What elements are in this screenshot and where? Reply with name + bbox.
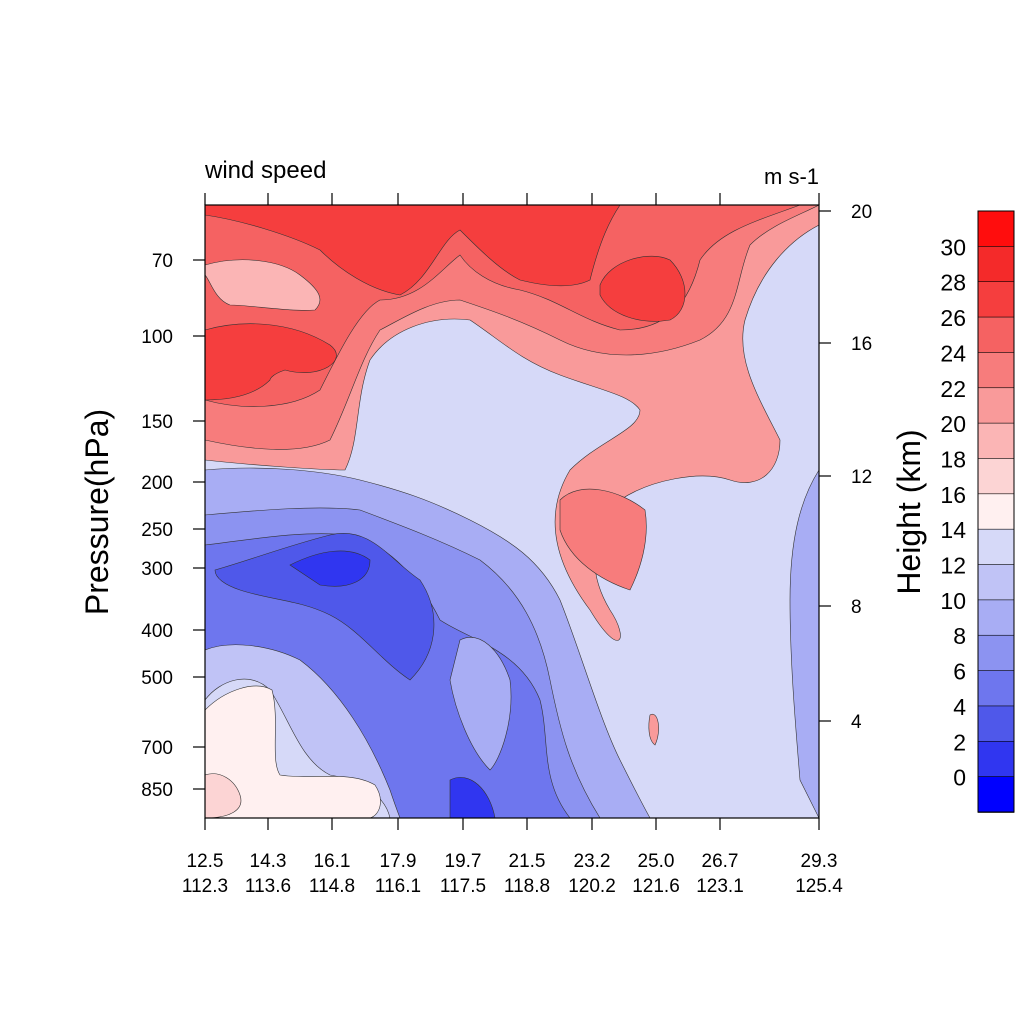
colorbar-swatch [977,387,1015,424]
colorbar-swatch [977,493,1015,530]
x-tick-label-lon: 120.2 [568,876,616,897]
x-tick-label-lon: 125.4 [795,876,843,897]
x-tick-label-lat: 17.9 [380,851,417,872]
y-tick-label-pressure: 700 [141,738,173,759]
colorbar-label: 24 [940,340,966,366]
colorbar-frame [977,210,1015,813]
colorbar-label: 16 [940,482,966,508]
x-tick-label-lat: 19.7 [445,851,482,872]
colorbar-label: 22 [940,376,966,402]
y-tick-label-pressure: 200 [141,473,173,494]
colorbar-label: 26 [940,305,966,331]
y-tick-label-height: 4 [851,712,862,733]
x-tick-label-lat: 16.1 [314,851,351,872]
x-tick-label-lon: 123.1 [696,876,744,897]
x-tick-label-lat: 26.7 [702,851,739,872]
x-tick-label-lon: 113.6 [245,876,291,897]
x-tick-label-lon: 118.8 [504,876,550,897]
colorbar-swatch [977,705,1015,743]
x-tick-label-lat: 14.3 [250,851,287,872]
colorbar-swatch [977,740,1015,778]
x-tick-label-lon: 121.6 [632,876,680,897]
x-tick-label-lat: 23.2 [574,851,611,872]
plot-frame [204,204,820,819]
colorbar-label: 10 [940,588,966,614]
y-tick-label-height: 20 [851,202,872,223]
colorbar-swatch [977,599,1015,637]
y-tick-label-pressure: 150 [141,412,173,433]
colorbar-label: 14 [940,517,966,543]
colorbar-label: 28 [940,270,966,296]
y-tick-label-pressure: 500 [141,668,173,689]
colorbar-swatch [977,422,1015,460]
colorbar-swatch [977,458,1015,495]
y-tick-label-pressure: 70 [152,251,173,272]
y-tick-label-pressure: 400 [141,621,173,642]
x-tick-label-lon: 112.3 [182,876,228,897]
colorbar-label: 0 [953,765,966,791]
colorbar-swatch [977,670,1015,707]
y-tick-label-height: 16 [851,334,872,355]
colorbar-swatch [977,634,1015,672]
x-tick-label-lat: 21.5 [509,851,546,872]
chart-title-left: wind speed [204,157,326,184]
colorbar-label: 8 [953,623,966,649]
y-tick-label-pressure: 250 [141,520,173,541]
y-tick-label-pressure: 100 [141,327,173,348]
colorbar-swatch [977,281,1015,318]
x-tick-label-lat: 12.5 [187,851,224,872]
colorbar-label: 2 [953,729,966,755]
colorbar-label: 6 [953,659,966,685]
colorbar-label: 12 [940,553,966,579]
x-tick-label-lat: 29.3 [801,851,838,872]
colorbar-swatch [977,564,1015,601]
y-tick-label-height: 8 [851,597,862,618]
y-tick-label-pressure: 850 [141,780,173,801]
colorbar-swatch [977,316,1015,354]
contour-field [205,205,819,818]
x-tick-label-lon: 114.8 [309,876,355,897]
y-tick-label-height: 12 [851,467,872,488]
colorbar-swatch [977,246,1015,283]
axis-ticks: 12.5 112.3 14.3 113.6 16.1 114.8 17.9 116.1 19.7… [141,193,872,897]
colorbar-swatch [977,352,1015,389]
x-tick-label-lat: 25.0 [638,851,675,872]
colorbar-swatch [977,528,1015,566]
y-tick-label-pressure: 300 [141,559,173,580]
y-axis-label-right: Height (km) [891,429,927,594]
colorbar-label: 20 [940,411,966,437]
colorbar-swatch [977,776,1015,813]
colorbar-label: 4 [953,694,966,720]
x-tick-label-lon: 117.5 [440,876,486,897]
y-axis-label-left: Pressure(hPa) [79,409,115,615]
colorbar-swatch [977,210,1015,248]
x-tick-label-lon: 116.1 [375,876,421,897]
chart-title-right: m s-1 [764,164,819,189]
colorbar-label: 18 [940,446,966,472]
colorbar-label: 30 [940,234,966,260]
